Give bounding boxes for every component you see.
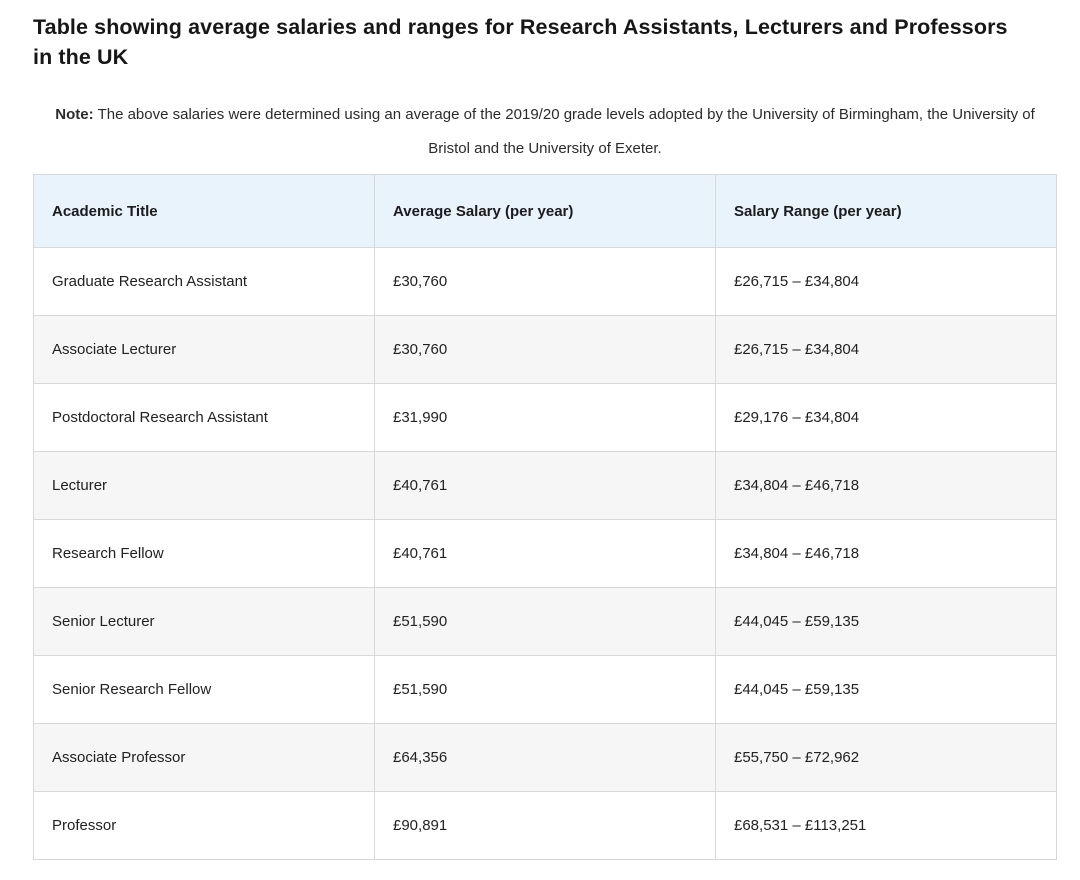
salary-range-cell: £34,804 – £46,718 xyxy=(715,519,1057,588)
salary-range-cell: £26,715 – £34,804 xyxy=(715,315,1057,384)
table-row: Senior Lecturer £51,590 £44,045 – £59,135 xyxy=(33,587,1057,656)
salary-table-header: Academic Title Average Salary (per year) S… xyxy=(33,174,1057,248)
salary-range-cell: £55,750 – £72,962 xyxy=(715,723,1057,792)
academic-title-cell: Senior Research Fellow xyxy=(33,655,375,724)
column-header-2: Average Salary (per year) xyxy=(374,174,716,248)
salary-range-cell: £34,804 – £46,718 xyxy=(715,451,1057,520)
header-row: Academic Title Average Salary (per year) S… xyxy=(33,174,1057,248)
table-row: Associate Professor £64,356 £55,750 – £72,… xyxy=(33,723,1057,792)
salary-range-cell: £26,715 – £34,804 xyxy=(715,247,1057,316)
academic-title-cell: Lecturer xyxy=(33,451,375,520)
academic-title-cell: Associate Lecturer xyxy=(33,315,375,384)
table-row: Senior Research Fellow £51,590 £44,045 – £… xyxy=(33,655,1057,724)
note-text: The above salaries were determined using… xyxy=(97,106,1035,157)
column-header-1: Academic Title xyxy=(33,174,375,248)
salary-table-body: Graduate Research Assistant £30,760 £26,71… xyxy=(33,247,1057,860)
table-row: Research Fellow £40,761 £34,804 – £46,718 xyxy=(33,519,1057,588)
table-row: Postdoctoral Research Assistant £31,990 £2… xyxy=(33,383,1057,452)
average-salary-cell: £30,760 xyxy=(374,247,716,316)
average-salary-cell: £40,761 xyxy=(374,451,716,520)
academic-title-cell: Professor xyxy=(33,791,375,860)
average-salary-cell: £30,760 xyxy=(374,315,716,384)
table-row: Professor £90,891 £68,531 – £113,251 xyxy=(33,791,1057,860)
average-salary-cell: £40,761 xyxy=(374,519,716,588)
salary-range-cell: £44,045 – £59,135 xyxy=(715,655,1057,724)
table-row: Associate Lecturer £30,760 £26,715 – £34,8… xyxy=(33,315,1057,384)
note-paragraph: Note: The above salaries were determined … xyxy=(33,98,1057,166)
salary-range-cell: £29,176 – £34,804 xyxy=(715,383,1057,452)
average-salary-cell: £90,891 xyxy=(374,791,716,860)
academic-title-cell: Graduate Research Assistant xyxy=(33,247,375,316)
table-row: Graduate Research Assistant £30,760 £26,71… xyxy=(33,247,1057,316)
column-header-3: Salary Range (per year) xyxy=(715,174,1057,248)
salary-range-cell: £44,045 – £59,135 xyxy=(715,587,1057,656)
page-title: Table showing average salaries and range… xyxy=(33,15,1008,69)
note-label: Note: xyxy=(55,106,94,123)
average-salary-cell: £51,590 xyxy=(374,587,716,656)
academic-title-cell: Senior Lecturer xyxy=(33,587,375,656)
table-row: Lecturer £40,761 £34,804 – £46,718 xyxy=(33,451,1057,520)
academic-title-cell: Research Fellow xyxy=(33,519,375,588)
salary-table: Academic Title Average Salary (per year) S… xyxy=(33,174,1057,860)
average-salary-cell: £64,356 xyxy=(374,723,716,792)
average-salary-cell: £31,990 xyxy=(374,383,716,452)
academic-title-cell: Associate Professor xyxy=(33,723,375,792)
salary-range-cell: £68,531 – £113,251 xyxy=(715,791,1057,860)
average-salary-cell: £51,590 xyxy=(374,655,716,724)
academic-title-cell: Postdoctoral Research Assistant xyxy=(33,383,375,452)
